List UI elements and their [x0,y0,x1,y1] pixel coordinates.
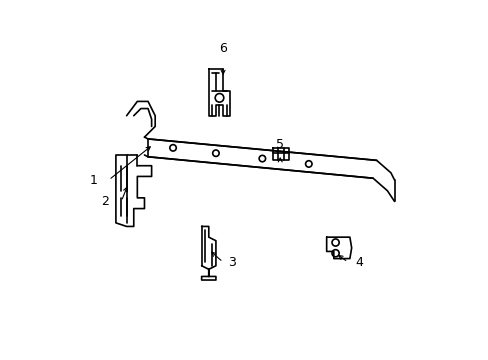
Text: 1: 1 [90,174,98,186]
Text: 3: 3 [228,256,236,269]
Text: 5: 5 [276,139,284,152]
Text: 6: 6 [219,42,226,55]
Text: 4: 4 [354,256,363,269]
Text: 2: 2 [101,195,108,208]
